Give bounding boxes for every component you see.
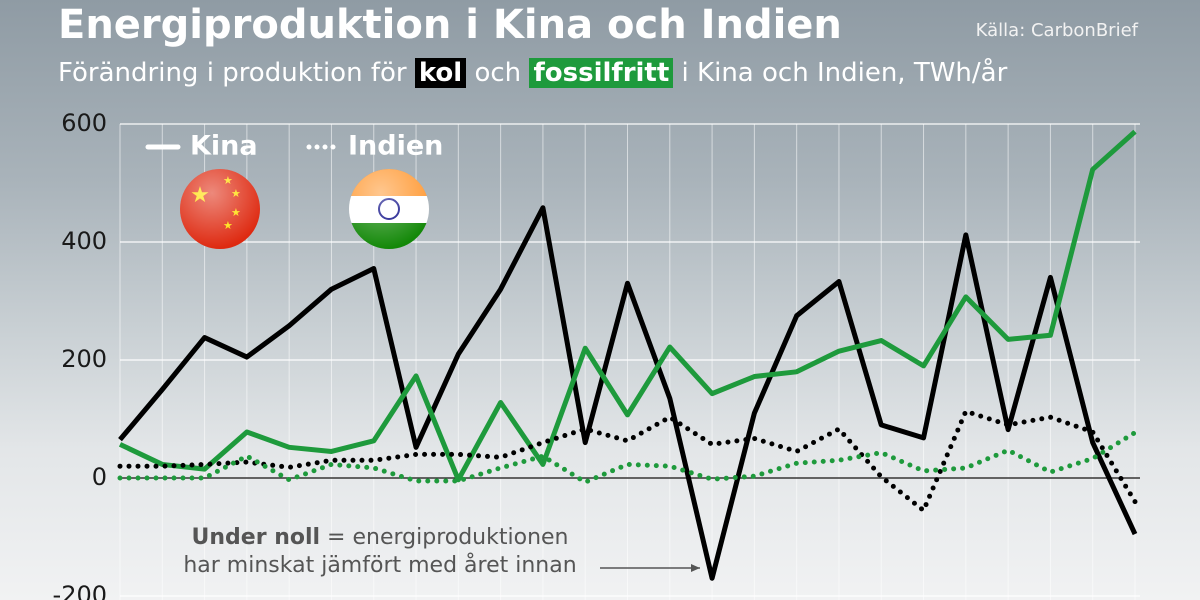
series-line <box>117 408 1138 513</box>
series-line <box>118 205 1138 581</box>
annotation-text: = energiproduktionen <box>320 525 569 550</box>
annotation: Under noll = energiproduktionen har mins… <box>120 524 640 580</box>
annotation-text: har minskat jämfört med året innan <box>183 553 577 578</box>
y-tick-label: -200 <box>53 581 107 600</box>
y-tick-label: 0 <box>92 463 107 491</box>
legend-label: Kina <box>190 131 258 162</box>
series-line <box>117 430 1138 485</box>
annotation-arrowhead <box>691 564 700 572</box>
subtitle: Förändring i produktion för kol och foss… <box>58 58 1007 88</box>
annotation-bold: Under noll <box>191 525 321 550</box>
series-line <box>118 129 1137 483</box>
flag-china: ★ ★ ★ ★ ★ <box>180 169 260 249</box>
chart-title: Energiproduktion i Kina och Indien <box>58 2 842 48</box>
subtitle-text: och <box>466 58 530 88</box>
y-tick-label: 600 <box>61 109 107 137</box>
subtitle-text: Förändring i produktion för <box>58 58 415 88</box>
y-tick-label: 400 <box>61 227 107 255</box>
legend-label: Indien <box>348 131 443 162</box>
source: Källa: CarbonBrief <box>975 20 1138 41</box>
subtitle-highlight: fossilfritt <box>529 58 674 88</box>
flag-india <box>349 169 429 249</box>
subtitle-highlight: kol <box>414 58 467 88</box>
y-tick-label: 200 <box>61 345 107 373</box>
subtitle-text: i Kina och Indien, TWh/år <box>673 58 1008 88</box>
